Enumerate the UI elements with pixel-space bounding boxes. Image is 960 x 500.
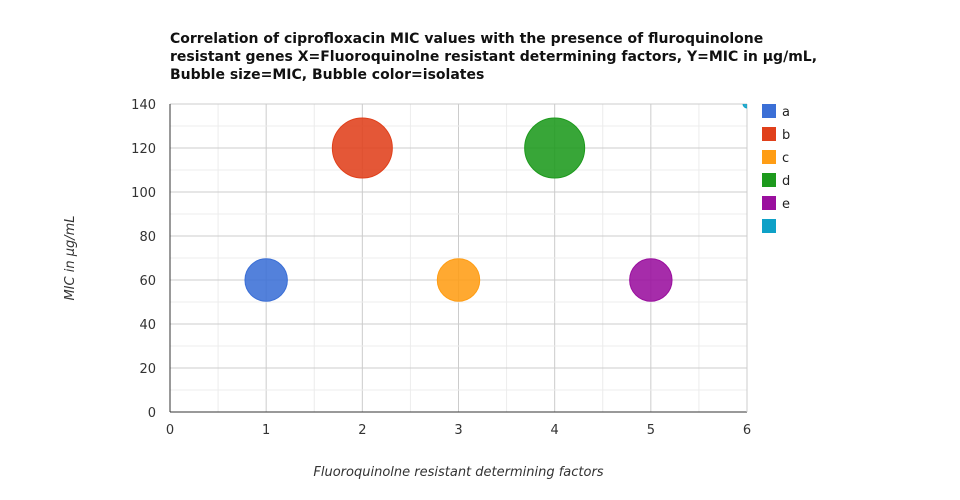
legend-label: a [782,105,790,120]
y-tick-label: 120 [131,142,156,157]
legend-item[interactable] [762,219,776,233]
x-tick-label: 5 [647,423,655,438]
x-tick-label: 2 [358,423,366,438]
chart-title-line: Correlation of ciprofloxacin MIC values … [170,31,763,47]
bubble-point-d[interactable] [524,117,586,179]
y-tick-label: 140 [131,98,156,113]
y-tick-label: 80 [139,230,156,245]
legend-swatch [762,104,776,118]
legend-swatch [762,150,776,164]
bubble-point-e[interactable] [629,258,673,302]
bubble-point-c[interactable] [436,258,481,302]
legend-item[interactable]: e [762,196,790,212]
x-axis-title: Fluoroquinolne resistant determining fac… [313,465,603,480]
legend-label: b [782,128,790,143]
x-tick-label: 3 [454,423,462,438]
legend-swatch [762,219,776,233]
chart-title-line: Bubble size=MIC, Bubble color=isolates [170,67,484,83]
bubble-point-b[interactable] [331,117,393,179]
legend-item[interactable]: a [762,104,790,120]
y-tick-label: 0 [148,406,156,421]
x-tick-label: 6 [743,423,751,438]
y-tick-label: 60 [139,274,156,289]
x-tick-label: 4 [551,423,559,438]
axes [169,104,748,413]
legend-swatch [762,127,776,141]
y-axis-title: MIC in µg/mL [63,215,78,300]
legend-label: e [782,197,790,212]
grid-lines [169,103,748,413]
bubble-point-a[interactable] [244,258,288,302]
x-tick-label: 0 [166,423,174,438]
legend-label: c [782,151,789,166]
legend-swatch [762,173,776,187]
y-tick-label: 100 [131,186,156,201]
legend-label: d [782,174,790,189]
y-tick-label: 20 [139,362,156,377]
y-tick-label: 40 [139,318,156,333]
legend-item[interactable]: b [762,127,790,143]
legend-item[interactable]: d [762,173,790,189]
legend-item[interactable]: c [762,150,789,166]
chart-title-line: resistant genes X=Fluoroquinolne resista… [170,49,817,65]
x-tick-label: 1 [262,423,270,438]
bubble-point[interactable] [742,100,751,109]
chart-title: Correlation of ciprofloxacin MIC values … [170,31,817,83]
legend-swatch [762,196,776,210]
bubbles [244,100,751,302]
